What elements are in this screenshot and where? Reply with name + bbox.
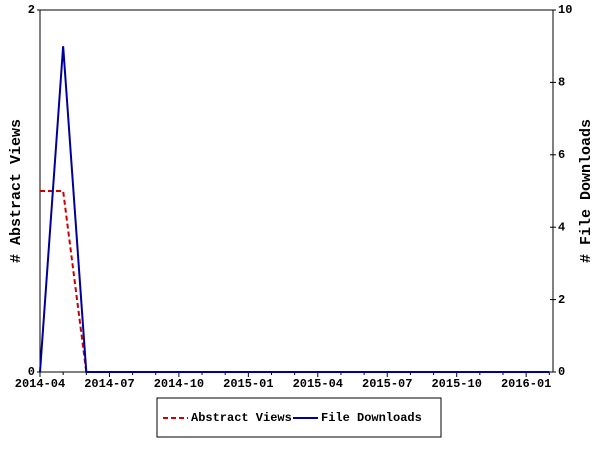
x-tick-label: 2016-01 xyxy=(501,377,551,391)
y2-tick-label: 4 xyxy=(558,220,565,234)
legend-label: File Downloads xyxy=(321,411,422,425)
legend-label: Abstract Views xyxy=(191,411,292,425)
x-tick-label: 2014-10 xyxy=(154,377,204,391)
y2-tick-label: 0 xyxy=(558,365,565,379)
series-line xyxy=(40,190,550,373)
y2-tick-label: 8 xyxy=(558,76,565,90)
y-tick-label: 0 xyxy=(28,365,35,379)
y2-tick-label: 10 xyxy=(558,3,572,17)
y-tick-label: 2 xyxy=(28,3,35,17)
series-line xyxy=(39,46,550,373)
x-tick-label: 2015-10 xyxy=(431,377,481,391)
y-axis-title: # Abstract Views xyxy=(8,119,25,263)
x-tick-label: 2015-07 xyxy=(362,377,412,391)
y2-tick-label: 2 xyxy=(558,293,565,307)
x-tick-label: 2014-04 xyxy=(15,377,65,391)
plot-frame xyxy=(39,9,554,373)
y2-tick-label: 6 xyxy=(558,148,565,162)
y2-axis-title: # File Downloads xyxy=(578,119,595,263)
x-tick-label: 2015-01 xyxy=(223,377,273,391)
x-tick-label: 2014-07 xyxy=(84,377,134,391)
x-tick-label: 2015-04 xyxy=(293,377,343,391)
